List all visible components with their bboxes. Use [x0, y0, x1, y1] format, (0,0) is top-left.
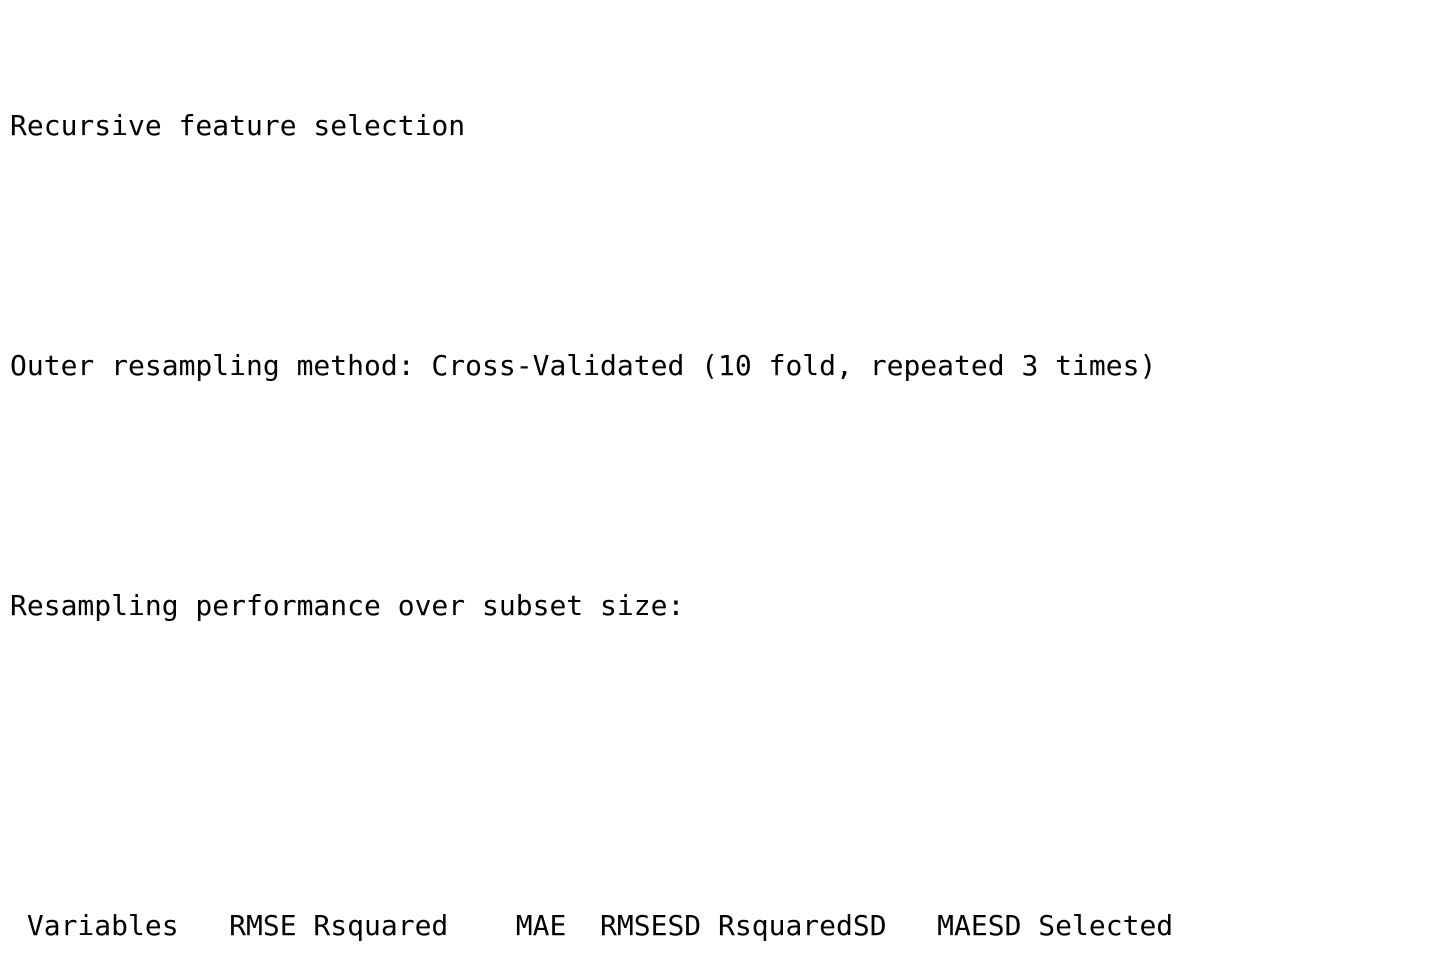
results-table: Variables RMSE Rsquared MAE RMSESD Rsqua… [10, 826, 1173, 980]
output-title: Recursive feature selection [10, 109, 466, 142]
blank-line [10, 466, 1173, 506]
performance-heading: Resampling performance over subset size: [10, 589, 685, 622]
blank-line [10, 226, 1173, 266]
resampling-method-line: Outer resampling method: Cross-Validated… [10, 349, 1157, 382]
table-header: Variables RMSE Rsquared MAE RMSESD Rsqua… [10, 909, 1174, 942]
blank-line [10, 706, 1173, 746]
console-output: Recursive feature selection Outer resamp… [10, 26, 1173, 980]
